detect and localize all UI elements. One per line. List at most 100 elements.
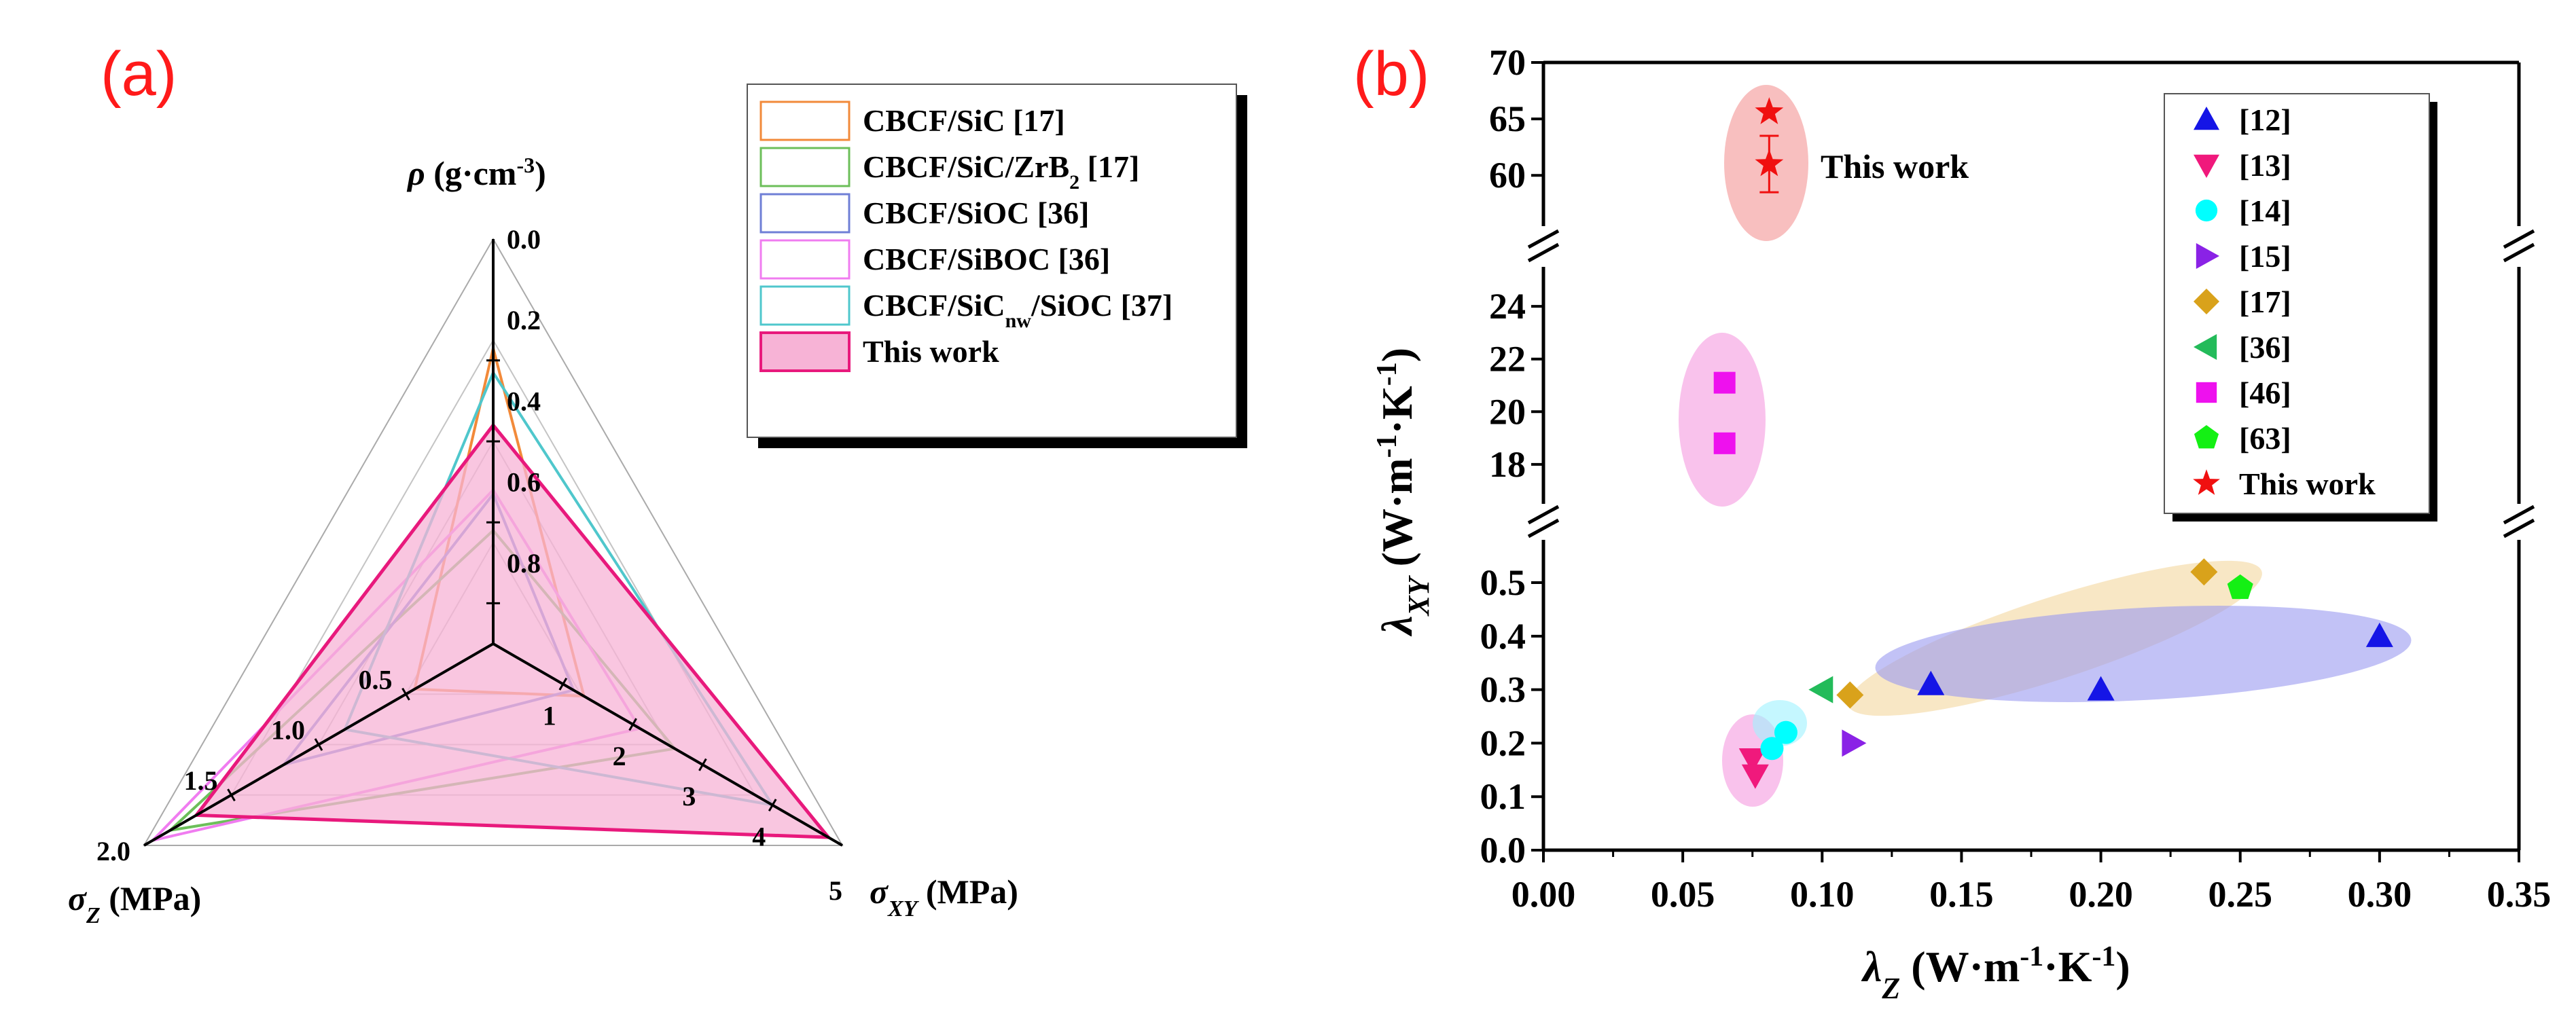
y-tick-label: 24: [1489, 286, 1526, 327]
y-tick-label: 18: [1489, 444, 1526, 485]
y-axis-title: λXY (W·m-1·K-1): [1372, 348, 1435, 637]
legend-marker: [2196, 243, 2219, 269]
radar-tick-mark: [628, 718, 637, 731]
scatter-point-13: [1738, 748, 1766, 773]
radar-chart-panel: (a) 0.0 0.2 0.4 0.6 0.8 1 2 3 4 5 0.5 1.0 1.5 2.0 ρ (…: [68, 39, 1247, 928]
x-tick-label: 0.15: [1929, 874, 1994, 915]
this-work-annotation: This work: [1821, 147, 1969, 185]
radar-axis-line: [492, 642, 844, 847]
scatter-point-thiswork: [1755, 149, 1784, 177]
scatter-chart-panel: (b) 0.00 0.05 0.10 0.15 0.20 0.25 0.30 0.350.00…: [1353, 39, 2551, 1005]
radar-series-group: [148, 348, 832, 843]
radar-tick-mark: [768, 799, 777, 812]
legend-entry-label: CBCF/SiBOC [36]: [863, 242, 1110, 276]
ref12-ellipse: [1875, 606, 2412, 702]
sigma-xy-tick-label: 5: [829, 875, 842, 906]
legend-swatch: [759, 285, 851, 326]
x-tick-label: 0.00: [1511, 874, 1576, 915]
legend-entry-label: [46]: [2239, 376, 2291, 410]
legend-marker: [2194, 334, 2217, 360]
sigma-z-axis-title: σZ (MPa): [68, 879, 201, 928]
scatter-point-46: [1713, 432, 1736, 454]
radar-tick-mark: [227, 788, 236, 802]
legend-entry-label: CBCF/SiC [17]: [863, 103, 1065, 138]
y-tick-label: 22: [1489, 339, 1526, 380]
legend-entry-label: [12]: [2239, 103, 2291, 137]
axis-break-mark: [1527, 518, 1560, 538]
scatter-point-12: [2365, 622, 2393, 647]
scatter-point-12: [1917, 670, 1945, 695]
y-tick-label: 70: [1489, 42, 1526, 83]
x-tick-label: 0.05: [1651, 874, 1715, 915]
y-tick-label: 0.0: [1480, 830, 1526, 871]
y-tick-label: 60: [1489, 155, 1526, 196]
axis-break-mark: [1527, 242, 1560, 263]
rho-axis-title: ρ (g·cm-3): [406, 153, 546, 192]
legend-entry-label: CBCF/SiC/ZrB2 [17]: [863, 149, 1139, 194]
legend-marker: [2196, 382, 2217, 403]
scatter-point-15: [1842, 729, 1867, 757]
rho-tick-label: 0.6: [507, 467, 541, 498]
legend-swatch: [759, 147, 851, 187]
scatter-points: [1713, 97, 2393, 789]
legend-marker: [2195, 199, 2218, 222]
legend-marker: [2194, 107, 2219, 130]
radar-tick-mark: [314, 738, 323, 751]
legend-marker: [2194, 154, 2219, 178]
y-tick-label: 0.1: [1480, 776, 1526, 817]
sigma-xy-axis-title: σXY (MPa): [870, 873, 1018, 921]
legend-entry-label: This work: [2239, 467, 2376, 501]
legend-swatch: [759, 239, 851, 280]
legend-entry-label: [17]: [2239, 285, 2291, 319]
axis-break-mark: [2503, 229, 2535, 249]
rho-tick-label: 0.8: [507, 548, 541, 579]
scatter-point-13: [1741, 764, 1769, 789]
scatter-point-46: [1713, 371, 1736, 394]
radar-tick-mark: [558, 677, 568, 691]
rho-tick-label: 0.2: [507, 305, 541, 335]
sigma-xy-tick-label: 2: [613, 741, 626, 771]
legend-entry-label: CBCF/SiCnw/SiOC [37]: [863, 288, 1173, 332]
y-tick-label: 0.5: [1480, 562, 1526, 603]
legend-entry-label: [13]: [2239, 148, 2291, 183]
scatter-point-thiswork: [1755, 97, 1784, 124]
radar-legend: CBCF/SiC [17] CBCF/SiC/ZrB2 [17]CBCF/SiOC…: [747, 84, 1247, 448]
legend-marker: [2194, 289, 2219, 314]
legend-entry-label: [63]: [2239, 421, 2291, 456]
legend-entry-label: CBCF/SiOC [36]: [863, 196, 1090, 230]
radar-tick-labels: 0.0 0.2 0.4 0.6 0.8 1 2 3 4 5 0.5 1.0 1.5 2.0: [96, 224, 842, 906]
legend-marker: [2193, 469, 2220, 495]
legend-swatch: [759, 100, 851, 141]
legend-swatch: [759, 193, 851, 234]
legend-entry-label: This work: [863, 334, 999, 369]
y-tick-label: 0.2: [1480, 723, 1526, 763]
scatter-axes: 0.00 0.05 0.10 0.15 0.20 0.25 0.30 0.35 0.0 0.1 0.…: [1480, 42, 2552, 915]
x-tick-label: 0.20: [2069, 874, 2133, 915]
x-tick-label: 0.30: [2348, 874, 2412, 915]
radar-tick-mark: [401, 687, 410, 701]
radar-grid-ring: [143, 237, 844, 846]
panel-label-a: (a): [101, 39, 177, 109]
scatter-point-14: [1774, 720, 1797, 744]
x-tick-label: 0.25: [2208, 874, 2272, 915]
axis-break-mark: [1527, 505, 1560, 525]
highlight-ellipses: [1679, 85, 2412, 807]
scatter-point-17: [2190, 558, 2218, 586]
legend-entry-label: [14]: [2239, 194, 2291, 228]
legend-entry-label: [36]: [2239, 330, 2291, 365]
radar-series-this-work: [193, 422, 832, 839]
legend-marker: [2194, 425, 2219, 449]
axis-break-mark: [2503, 505, 2535, 525]
rho-tick-label: 0.0: [507, 224, 541, 255]
rho-tick-label: 0.4: [507, 386, 541, 416]
scatter-point-17: [1836, 681, 1864, 709]
sigma-z-tick-label: 2.0: [96, 836, 130, 866]
x-axis-title: λZ (W·m-1·K-1): [1861, 941, 2130, 1005]
sigma-z-tick-label: 1.0: [271, 715, 305, 746]
y-tick-label: 65: [1489, 98, 1526, 139]
y-tick-label: 0.4: [1480, 616, 1526, 657]
panel-label-b: (b): [1353, 39, 1429, 109]
axis-break-mark: [2503, 518, 2535, 538]
radar-tick-mark: [698, 758, 707, 771]
